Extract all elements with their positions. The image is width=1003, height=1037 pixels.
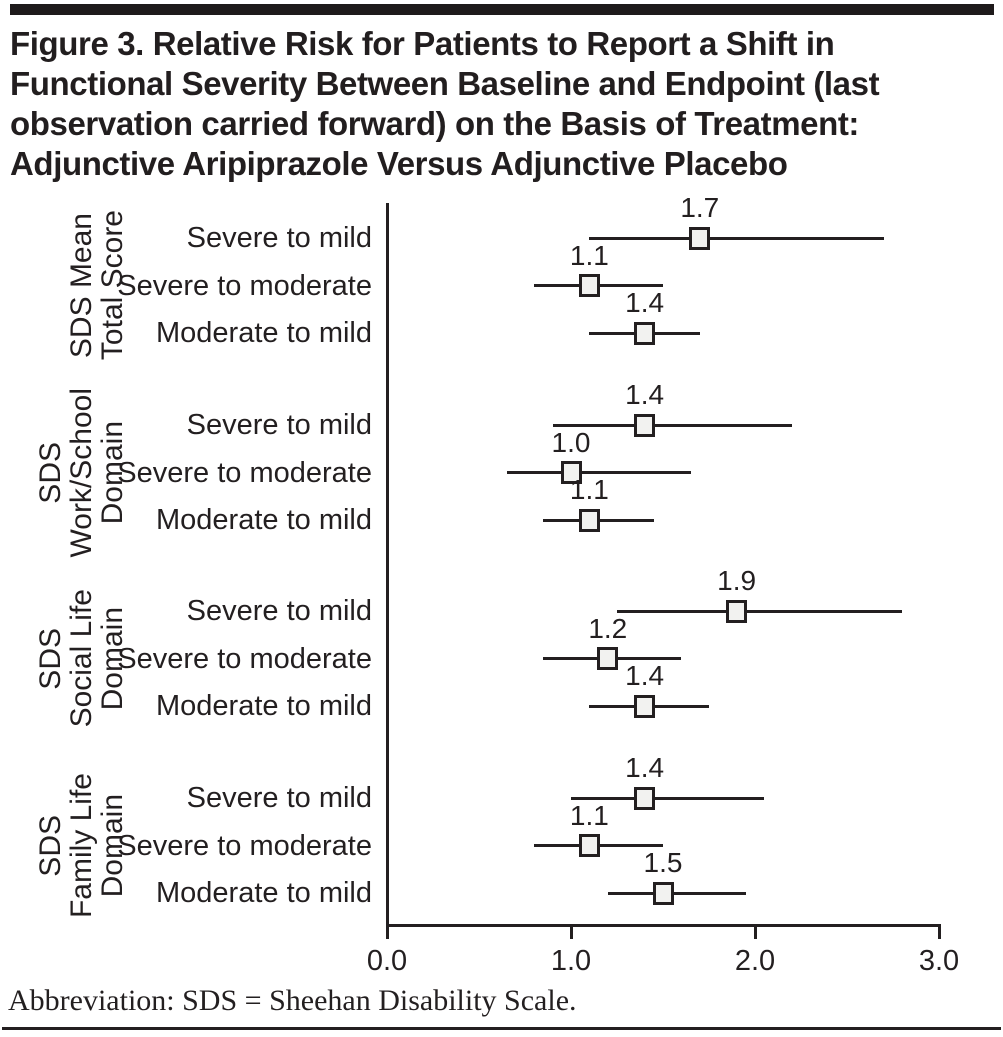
relative-risk-marker	[560, 461, 582, 484]
row-category-label: Moderate to mild	[156, 877, 372, 909]
confidence-interval-line	[617, 609, 903, 613]
top-rule	[10, 4, 994, 15]
row-category-label: Moderate to mild	[156, 690, 372, 722]
relative-risk-marker	[634, 694, 656, 718]
relative-risk-value: 1.9	[717, 565, 757, 596]
row-category-label: Moderate to mild	[156, 504, 372, 536]
x-axis-tick	[753, 926, 757, 939]
relative-risk-value: 1.4	[625, 287, 665, 318]
figure-title-line-2: Functional Severity Between Baseline and…	[10, 65, 880, 102]
relative-risk-marker	[634, 321, 656, 345]
row-category-label: Severe to moderate	[117, 269, 372, 302]
figure-title-line-1: Figure 3. Relative Risk for Patients to …	[10, 25, 835, 62]
x-axis-tick	[937, 926, 941, 939]
x-axis-tick-label: 0.0	[366, 945, 408, 977]
abbreviation-footnote: Abbreviation: SDS = Sheehan Disability S…	[8, 984, 577, 1017]
group-label: SDS Family Life Domain	[26, 681, 129, 1011]
y-axis-line	[385, 203, 389, 928]
confidence-interval-line	[589, 236, 884, 240]
x-axis-tick	[385, 926, 389, 939]
relative-risk-value: 1.7	[680, 192, 720, 223]
row-category-label: Severe to mild	[186, 595, 372, 627]
x-axis-line	[385, 923, 941, 927]
figure-title: Figure 3. Relative Risk for Patients to …	[10, 24, 995, 184]
x-axis-tick	[569, 926, 573, 939]
row-category-label: Severe to mild	[186, 409, 372, 441]
x-axis-tick-label: 2.0	[734, 945, 776, 977]
confidence-interval-line	[552, 423, 792, 427]
confidence-interval-line	[607, 891, 746, 895]
relative-risk-marker	[634, 413, 656, 437]
figure-title-line-4: Adjunctive Aripiprazole Versus Adjunctiv…	[10, 145, 788, 182]
relative-risk-marker	[597, 647, 619, 670]
relative-risk-value: 1.4	[625, 379, 665, 410]
relative-risk-marker	[689, 226, 711, 250]
row-category-label: Severe to mild	[186, 222, 372, 254]
row-category-label: Severe to moderate	[117, 642, 372, 675]
figure-title-line-3: observation carried forward) on the Basi…	[10, 105, 860, 142]
confidence-interval-line	[571, 796, 765, 800]
relative-risk-value: 1.4	[625, 752, 665, 783]
relative-risk-value: 1.1	[569, 799, 609, 831]
relative-risk-marker	[578, 274, 600, 297]
relative-risk-marker	[634, 786, 656, 810]
row-category-label: Moderate to mild	[156, 317, 372, 349]
relative-risk-marker	[578, 508, 600, 532]
relative-risk-value: 1.1	[569, 474, 609, 505]
row-category-label: Severe to mild	[186, 782, 372, 814]
row-category-label: Severe to moderate	[117, 456, 372, 489]
group-label-line: Family Life	[65, 772, 98, 919]
relative-risk-value: 1.2	[588, 612, 628, 644]
relative-risk-marker	[726, 599, 748, 623]
group-label-line: SDS	[34, 814, 67, 877]
x-axis-tick-label: 3.0	[918, 945, 960, 977]
bottom-rule	[2, 1027, 1001, 1030]
x-axis-tick-label: 1.0	[550, 945, 592, 977]
relative-risk-value: 1.4	[625, 660, 665, 691]
relative-risk-value: 1.1	[569, 239, 609, 271]
relative-risk-marker	[578, 834, 600, 857]
relative-risk-value: 1.0	[551, 426, 591, 458]
relative-risk-value: 1.5	[643, 847, 683, 878]
row-category-label: Severe to moderate	[117, 829, 372, 862]
confidence-interval-line	[506, 471, 691, 474]
relative-risk-marker	[652, 881, 674, 905]
